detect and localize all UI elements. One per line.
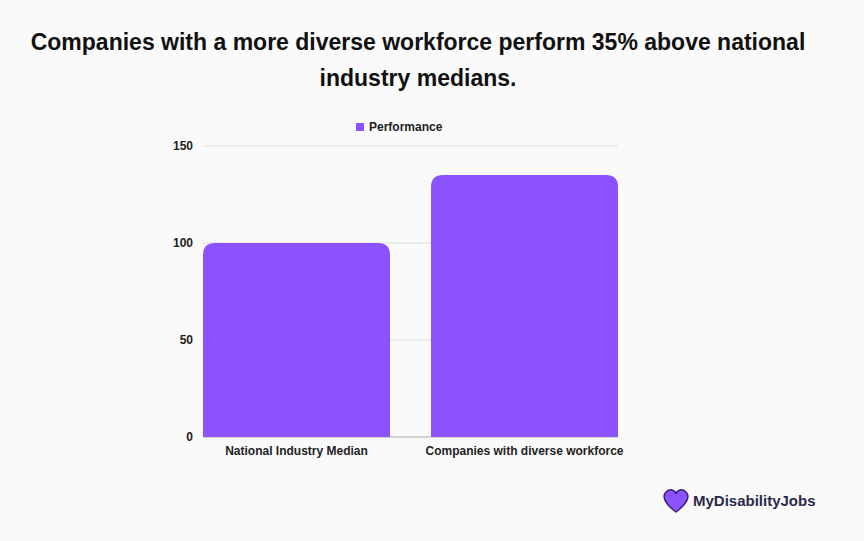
y-tick-label: 100: [173, 236, 193, 250]
grid-line: [203, 146, 618, 147]
x-tick-label: Companies with diverse workforce: [425, 444, 623, 458]
x-tick-label: National Industry Median: [225, 444, 368, 458]
logo: MyDisabilityJobs: [664, 490, 815, 512]
y-tick-label: 50: [180, 333, 194, 347]
chart-svg: 0 50 100 150 National Industry Median Compani…: [0, 0, 864, 541]
bar: [203, 243, 390, 437]
legend-label: Performance: [369, 120, 443, 134]
legend-swatch: [356, 123, 364, 131]
logo-text: MyDisabilityJobs: [693, 492, 816, 509]
bar: [431, 175, 618, 437]
y-tick-label: 0: [186, 430, 193, 444]
logo-icon: [664, 490, 688, 512]
chart-title: Companies with a more diverse workforce …: [30, 24, 806, 96]
y-tick-label: 150: [173, 139, 193, 153]
bars: [203, 175, 618, 437]
